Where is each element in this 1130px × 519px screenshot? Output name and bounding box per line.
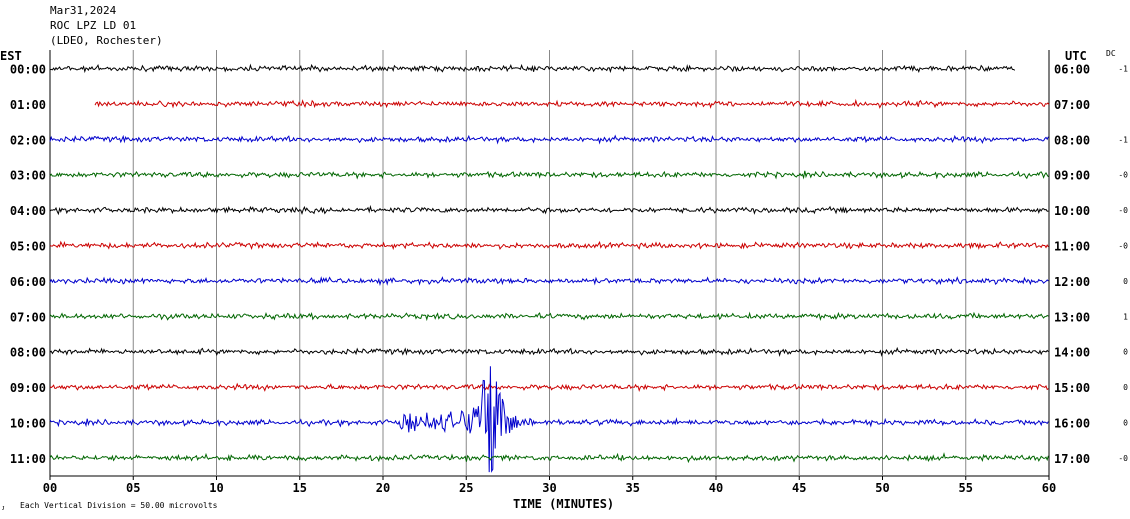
utc-hour-label: 09:00 — [1054, 169, 1090, 183]
x-tick-label: 20 — [376, 481, 390, 495]
scale-symbol: ᴊ — [2, 503, 5, 512]
x-tick-label: 35 — [626, 481, 640, 495]
x-tick-label: 10 — [209, 481, 223, 495]
utc-hour-label: 11:00 — [1054, 240, 1090, 254]
est-hour-label: 02:00 — [10, 133, 46, 147]
est-hour-label: 09:00 — [10, 381, 46, 395]
dc-offset-label: 0 — [1123, 277, 1128, 286]
trace-line — [49, 134, 1049, 145]
x-tick-label: 00 — [43, 481, 57, 495]
est-hour-label: 05:00 — [10, 240, 46, 254]
utc-hour-label: 15:00 — [1054, 381, 1090, 395]
trace-line — [49, 452, 1049, 464]
chart-network: (LDEO, Rochester) — [50, 34, 163, 47]
trace-line — [94, 98, 1050, 109]
x-tick-label: 55 — [959, 481, 973, 495]
x-tick-label: 15 — [293, 481, 307, 495]
est-hour-label: 07:00 — [10, 310, 46, 324]
trace-line — [49, 276, 1049, 287]
est-hour-label: 11:00 — [10, 452, 46, 466]
chart-traces — [49, 63, 1050, 473]
trace-line — [49, 346, 1049, 358]
chart-labels: EST UTC DC TIME (MINUTES) ᴊ Each Vertica… — [0, 49, 1128, 512]
x-tick-label: 40 — [709, 481, 723, 495]
est-axis-title: EST — [0, 49, 22, 63]
dc-offset-label: 0 — [1123, 348, 1128, 357]
est-hour-label: 01:00 — [10, 98, 46, 112]
est-hour-label: 10:00 — [10, 417, 46, 431]
chart-station: ROC LPZ LD 01 — [50, 19, 137, 32]
utc-hour-label: 16:00 — [1054, 417, 1090, 431]
division-note: Each Vertical Division = 50.00 microvolt… — [20, 501, 218, 510]
dc-offset-label: -0 — [1118, 206, 1128, 215]
utc-hour-label: 13:00 — [1054, 310, 1090, 324]
x-tick-label: 50 — [875, 481, 889, 495]
dc-offset-label: 1 — [1123, 312, 1128, 321]
utc-hour-label: 12:00 — [1054, 275, 1090, 289]
trace-line — [49, 382, 1049, 392]
dc-offset-label: -1 — [1118, 135, 1128, 144]
dc-offset-label: 0 — [1123, 383, 1128, 392]
est-hour-label: 06:00 — [10, 275, 46, 289]
est-hour-label: 04:00 — [10, 204, 46, 218]
dc-offset-label: -1 — [1118, 65, 1128, 74]
dc-offset-label: -0 — [1118, 454, 1128, 463]
trace-line — [49, 311, 1049, 322]
dc-offset-label: -0 — [1118, 171, 1128, 180]
trace-line — [49, 63, 1016, 74]
utc-hour-label: 07:00 — [1054, 98, 1090, 112]
dc-offset-label: 0 — [1123, 419, 1128, 428]
chart-grid — [49, 50, 1050, 480]
trace-line — [49, 240, 1049, 251]
est-hour-label: 00:00 — [10, 63, 46, 77]
chart-date: Mar31,2024 — [50, 4, 117, 17]
x-tick-label: 25 — [459, 481, 473, 495]
est-hour-label: 03:00 — [10, 169, 46, 183]
utc-hour-label: 10:00 — [1054, 204, 1090, 218]
trace-line — [49, 170, 1049, 180]
trace-line — [49, 204, 1049, 216]
utc-axis-title: UTC — [1065, 49, 1087, 63]
x-tick-label: 05 — [126, 481, 140, 495]
utc-hour-label: 17:00 — [1054, 452, 1090, 466]
utc-hour-label: 06:00 — [1054, 63, 1090, 77]
est-hour-label: 08:00 — [10, 346, 46, 360]
trace-line — [49, 366, 1049, 473]
x-tick-label: 30 — [542, 481, 556, 495]
x-tick-label: 45 — [792, 481, 806, 495]
x-axis-label: TIME (MINUTES) — [513, 497, 614, 511]
utc-hour-label: 08:00 — [1054, 133, 1090, 147]
x-tick-label: 60 — [1042, 481, 1056, 495]
dc-column-title: DC — [1106, 49, 1116, 58]
utc-hour-label: 14:00 — [1054, 346, 1090, 360]
dc-offset-label: -0 — [1118, 242, 1128, 251]
